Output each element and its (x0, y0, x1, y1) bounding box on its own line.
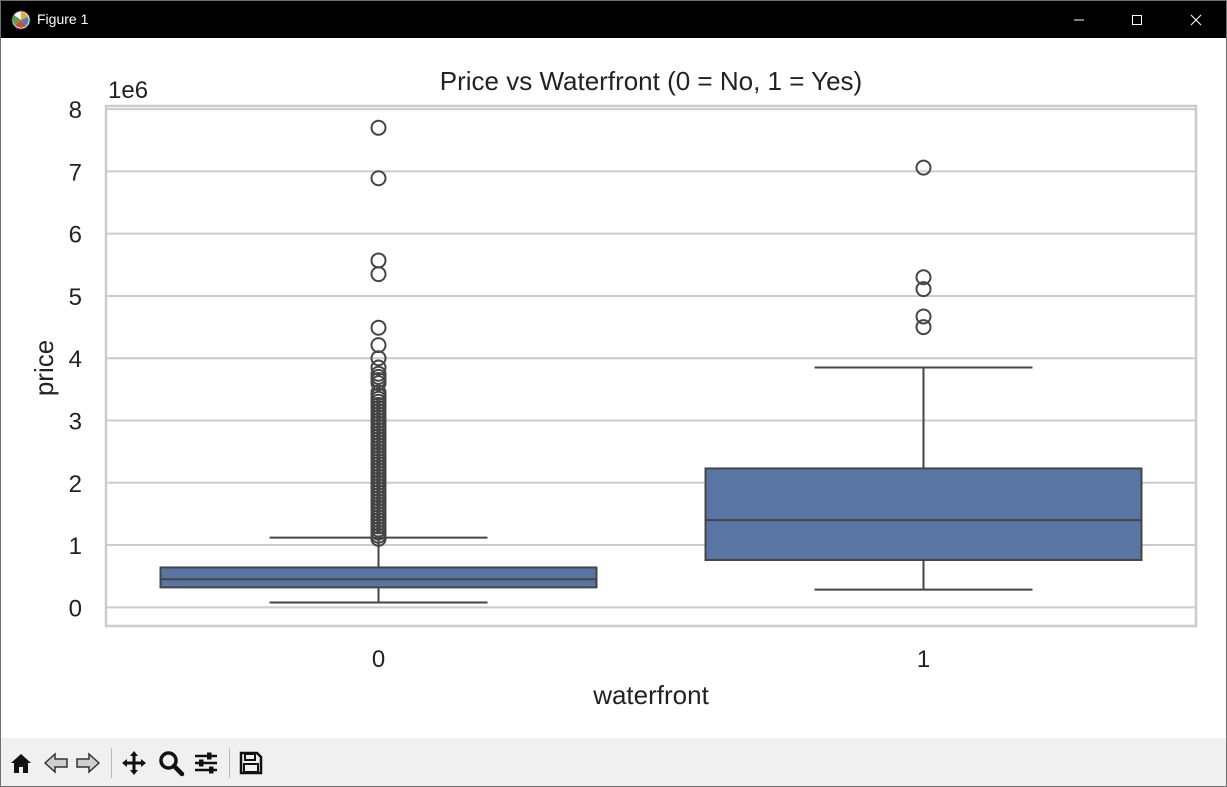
chart-title: Price vs Waterfront (0 = No, 1 = Yes) (440, 66, 862, 96)
home-button[interactable] (6, 748, 36, 778)
x-axis-label: waterfront (592, 680, 709, 710)
maximize-icon (1132, 14, 1142, 25)
configure-subplots-button[interactable] (191, 748, 221, 778)
outlier-point (370, 359, 387, 376)
save-icon (239, 751, 263, 775)
outlier-point (370, 530, 387, 547)
window-title: Figure 1 (37, 11, 89, 27)
forward-button[interactable] (73, 748, 103, 778)
outlier-point (370, 319, 387, 336)
y-tick-label: 1 (69, 533, 82, 560)
grid-lines (106, 108, 1196, 609)
toolbar-separator (229, 748, 230, 778)
pan-button[interactable] (119, 748, 149, 778)
save-button[interactable] (236, 748, 266, 778)
navigation-toolbar (1, 738, 1226, 786)
x-tick-label: 1 (917, 646, 930, 673)
zoom-button[interactable] (156, 748, 186, 778)
zoom-icon (159, 751, 185, 777)
matplotlib-icon (11, 10, 31, 30)
outlier-point (915, 159, 932, 176)
plot-frame (104, 104, 1198, 628)
y-tick-label: 2 (69, 471, 82, 498)
back-arrow-icon (43, 752, 68, 774)
toolbar-separator (111, 748, 112, 778)
back-button[interactable] (41, 748, 71, 778)
outlier-point (370, 266, 387, 283)
configure-subplots-icon (195, 752, 217, 774)
outlier-point (915, 281, 932, 298)
maximize-button[interactable] (1108, 1, 1166, 38)
forward-arrow-icon (76, 752, 101, 774)
title-bar[interactable]: Figure 1 (1, 1, 1226, 38)
y-tick-label: 8 (69, 97, 82, 124)
pan-icon (122, 751, 146, 775)
y-tick-label: 0 (69, 595, 82, 622)
x-tick-label: 0 (372, 646, 385, 673)
outlier-point (915, 308, 932, 325)
outlier-point (915, 319, 932, 336)
outlier-point (915, 269, 932, 286)
outlier-point (370, 350, 387, 367)
box-iqr (704, 467, 1143, 561)
box-plot-chart: 0 1 2 3 4 5 6 7 8 0 1 Price vs Waterfront (0 = No,… (29, 66, 1198, 710)
outlier-point (370, 119, 387, 136)
box-iqr (159, 566, 598, 589)
y-tick-label: 5 (69, 284, 82, 311)
y-tick-label: 3 (69, 408, 82, 435)
y-axis-label: price (29, 340, 59, 396)
y-tick-label: 4 (69, 346, 82, 373)
tick-labels: 0 1 2 3 4 5 6 7 8 0 1 (69, 97, 931, 673)
outlier-point (370, 170, 387, 187)
minimize-icon (1074, 19, 1084, 20)
outlier-point (370, 375, 387, 392)
close-button[interactable] (1167, 1, 1225, 38)
minimize-button[interactable] (1050, 1, 1108, 38)
figure-canvas[interactable]: 0 1 2 3 4 5 6 7 8 0 1 Price vs Waterfront (0 = No,… (1, 38, 1226, 738)
home-icon (11, 754, 31, 773)
y-offset-label: 1e6 (108, 77, 148, 104)
boxes (159, 119, 1143, 604)
y-tick-label: 6 (69, 222, 82, 249)
y-tick-label: 7 (69, 159, 82, 186)
close-icon (1190, 14, 1202, 25)
